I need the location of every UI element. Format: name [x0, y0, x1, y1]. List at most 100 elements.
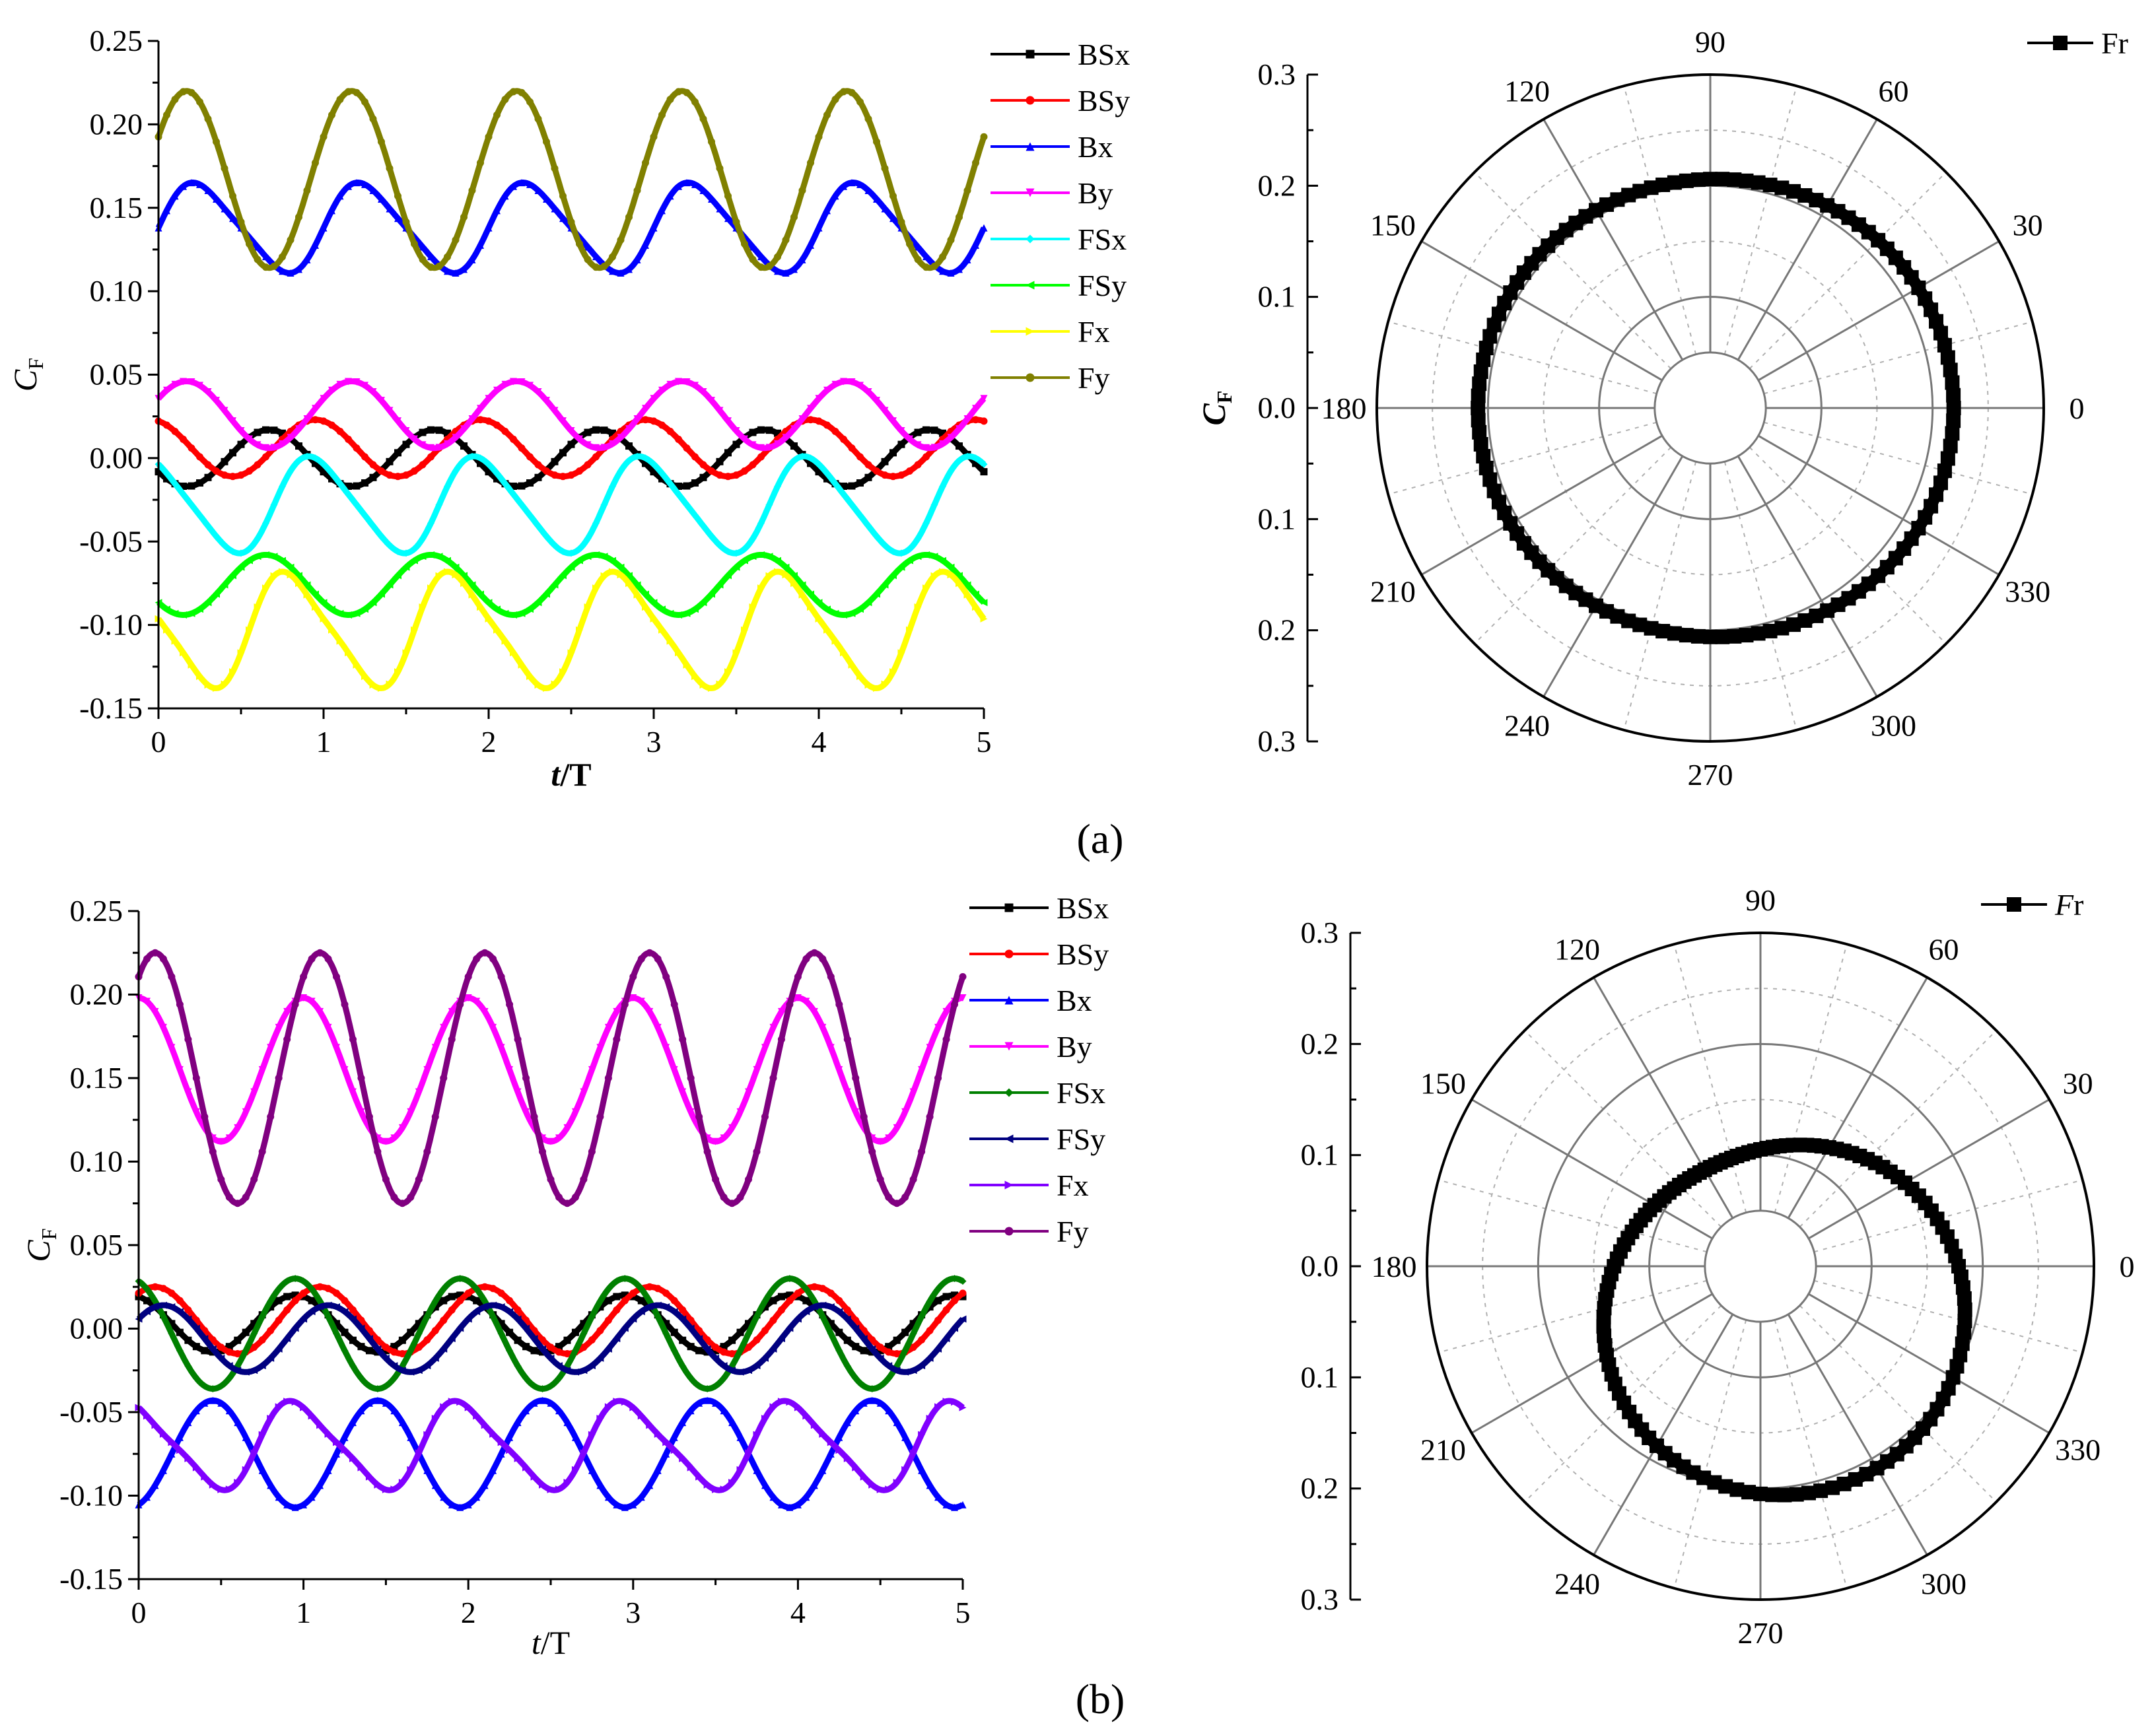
data-point: [934, 1345, 942, 1353]
data-point: [456, 1324, 464, 1332]
data-point: [642, 603, 649, 611]
data-point: [345, 649, 352, 657]
data-point: [168, 972, 176, 980]
data-point: [481, 949, 489, 957]
legend-item-by: By: [991, 176, 1113, 210]
data-point: [901, 1108, 909, 1116]
data-point: [567, 549, 575, 557]
data-point: [939, 557, 946, 564]
data-point: [242, 1433, 250, 1441]
data-point: [675, 88, 682, 96]
data-point: [868, 1385, 876, 1393]
data-point: [460, 425, 468, 433]
data-point: [724, 572, 732, 580]
data-point: [840, 611, 847, 619]
data-point: [473, 1412, 481, 1420]
polar-minor-spoke: [1438, 1179, 1707, 1253]
data-point: [324, 955, 332, 963]
data-point: [807, 590, 814, 598]
data-point: [815, 468, 823, 476]
data-point: [291, 1275, 299, 1283]
data-point: [782, 571, 790, 579]
data-point: [790, 442, 798, 450]
data-point: [576, 557, 583, 564]
radial-tick-label: 0.0: [1301, 1249, 1339, 1283]
data-point: [963, 591, 971, 599]
data-point: [489, 955, 497, 963]
data-point: [695, 1382, 703, 1390]
data-point: [926, 1326, 934, 1334]
data-point: [745, 1367, 753, 1375]
data-point: [324, 1312, 332, 1320]
y-tick-label: 0.25: [90, 24, 143, 57]
data-point: [576, 240, 583, 248]
data-point: [394, 473, 401, 481]
data-point: [353, 88, 361, 96]
data-point: [526, 382, 534, 390]
data-point: [1789, 1487, 1804, 1502]
data-point: [662, 1330, 670, 1338]
x-tick-label: 0: [131, 1596, 147, 1629]
data-point: [909, 1330, 917, 1338]
data-point: [431, 1297, 439, 1305]
data-point: [703, 1481, 711, 1489]
data-point: [386, 205, 394, 213]
data-point: [699, 115, 707, 123]
data-point: [530, 1473, 538, 1481]
data-point: [906, 435, 913, 443]
radial-tick-label: 0.1: [1301, 1138, 1339, 1172]
legend-label: Fr: [2054, 888, 2083, 922]
data-point: [782, 236, 790, 244]
data-point: [559, 547, 567, 555]
data-point: [633, 255, 641, 263]
data-point: [922, 519, 930, 527]
legend-item-fx: Fx: [969, 1169, 1089, 1202]
data-point: [712, 1343, 720, 1351]
data-point: [691, 98, 699, 106]
data-point: [1924, 302, 1939, 318]
radial-tick-label: 0.3: [1258, 57, 1296, 91]
data-point: [914, 535, 922, 543]
data-point: [1621, 187, 1636, 203]
data-point: [419, 428, 427, 436]
data-point: [184, 1088, 192, 1096]
data-point: [485, 460, 493, 468]
data-point: [361, 98, 368, 106]
polar-minor-spoke: [1673, 1320, 1747, 1589]
data-point: [547, 1399, 555, 1407]
data-point: [1924, 498, 1939, 514]
data-point: [489, 1301, 497, 1309]
data-point: [650, 133, 658, 141]
data-point: [300, 1277, 308, 1285]
data-point: [295, 442, 302, 450]
series-fsy: [155, 551, 988, 619]
data-point: [237, 649, 245, 657]
data-point: [460, 572, 468, 580]
data-point: [229, 668, 236, 676]
data-point: [336, 637, 344, 645]
data-point: [361, 382, 368, 390]
data-point: [225, 1193, 233, 1201]
data-point: [807, 241, 814, 249]
data-point: [320, 615, 328, 623]
data-point: [864, 599, 872, 607]
data-point: [939, 429, 946, 437]
data-point: [464, 1289, 472, 1297]
data-point: [423, 1336, 431, 1344]
data-point: [386, 407, 394, 415]
data-point: [695, 1347, 703, 1355]
data-point: [312, 590, 319, 598]
data-point: [716, 458, 724, 465]
data-point: [485, 615, 493, 623]
angle-label: 210: [1420, 1433, 1466, 1467]
data-point: [1718, 1479, 1733, 1494]
data-point: [860, 1347, 868, 1355]
data-point: [283, 1306, 291, 1314]
data-point: [782, 434, 790, 442]
data-point: [168, 1289, 176, 1297]
data-point: [650, 224, 658, 232]
data-point: [501, 609, 509, 617]
legend-swatch-marker: [1026, 281, 1035, 290]
data-point: [794, 1277, 802, 1285]
data-point: [267, 1354, 275, 1362]
